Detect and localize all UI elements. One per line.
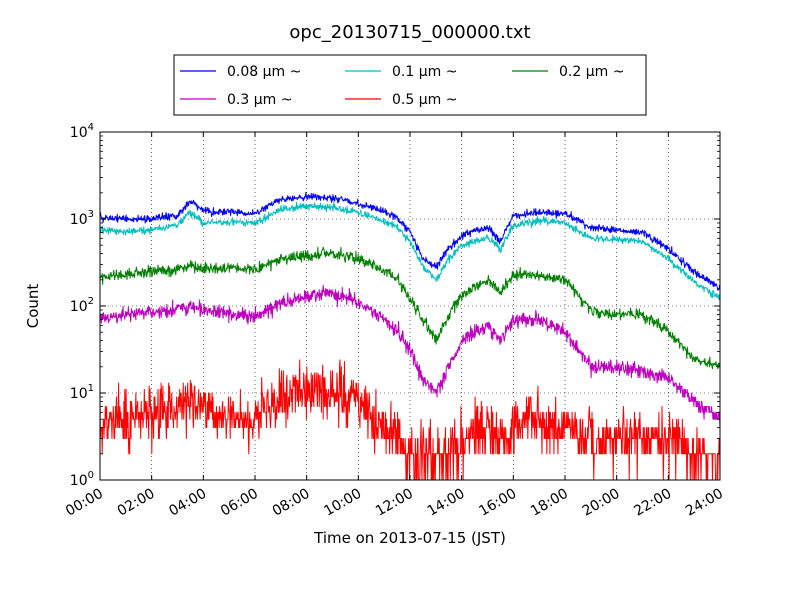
x-tick-label: 18:00 (528, 486, 571, 520)
axis-ticks (99, 131, 721, 481)
y-axis-label: Count (24, 284, 42, 329)
chart-title: opc_20130715_000000.txt (289, 22, 530, 43)
x-tick-label: 14:00 (425, 486, 468, 520)
legend: 0.08 μm ~ 0.1 μm ~ 0.2 μm ~ 0.3 μm ~ 0.5 μm … (173, 54, 647, 116)
x-tick-label: 08:00 (270, 486, 313, 520)
x-tick-labels: 00:00 02:00 04:00 06:00 08:00 10:00 12:00 14:00… (63, 486, 726, 520)
series-line (100, 284, 720, 428)
legend-label: 0.3 μm ~ (227, 92, 292, 108)
x-tick-label: 00:00 (63, 486, 106, 520)
x-tick-label: 16:00 (476, 486, 519, 520)
x-tick-label: 12:00 (373, 486, 416, 520)
x-axis-label: Time on 2013-07-15 (JST) (313, 529, 506, 547)
legend-label: 0.1 μm ~ (392, 64, 457, 80)
series-line (100, 201, 720, 301)
series-line (100, 191, 720, 291)
series-line (100, 246, 720, 370)
x-tick-label: 02:00 (115, 486, 158, 520)
y-tick-label: 102 (70, 296, 94, 315)
grid-lines (100, 132, 720, 480)
legend-label: 0.5 μm ~ (392, 92, 457, 108)
x-tick-label: 04:00 (166, 486, 209, 520)
x-tick-label: 06:00 (218, 486, 261, 520)
y-tick-label: 103 (70, 209, 94, 228)
legend-label: 0.2 μm ~ (559, 64, 624, 80)
y-tick-labels: 100 101 102 103 104 (70, 122, 94, 489)
x-tick-label: 10:00 (321, 486, 364, 520)
x-tick-label: 24:00 (683, 486, 726, 520)
x-tick-label: 22:00 (631, 486, 674, 520)
legend-box (173, 54, 647, 116)
series-group (100, 191, 720, 480)
y-tick-label: 104 (70, 122, 94, 141)
x-tick-label: 20:00 (580, 486, 623, 520)
series-line (100, 359, 720, 480)
legend-label: 0.08 μm ~ (227, 64, 301, 80)
y-tick-label: 100 (70, 470, 94, 489)
y-tick-label: 101 (70, 383, 94, 402)
